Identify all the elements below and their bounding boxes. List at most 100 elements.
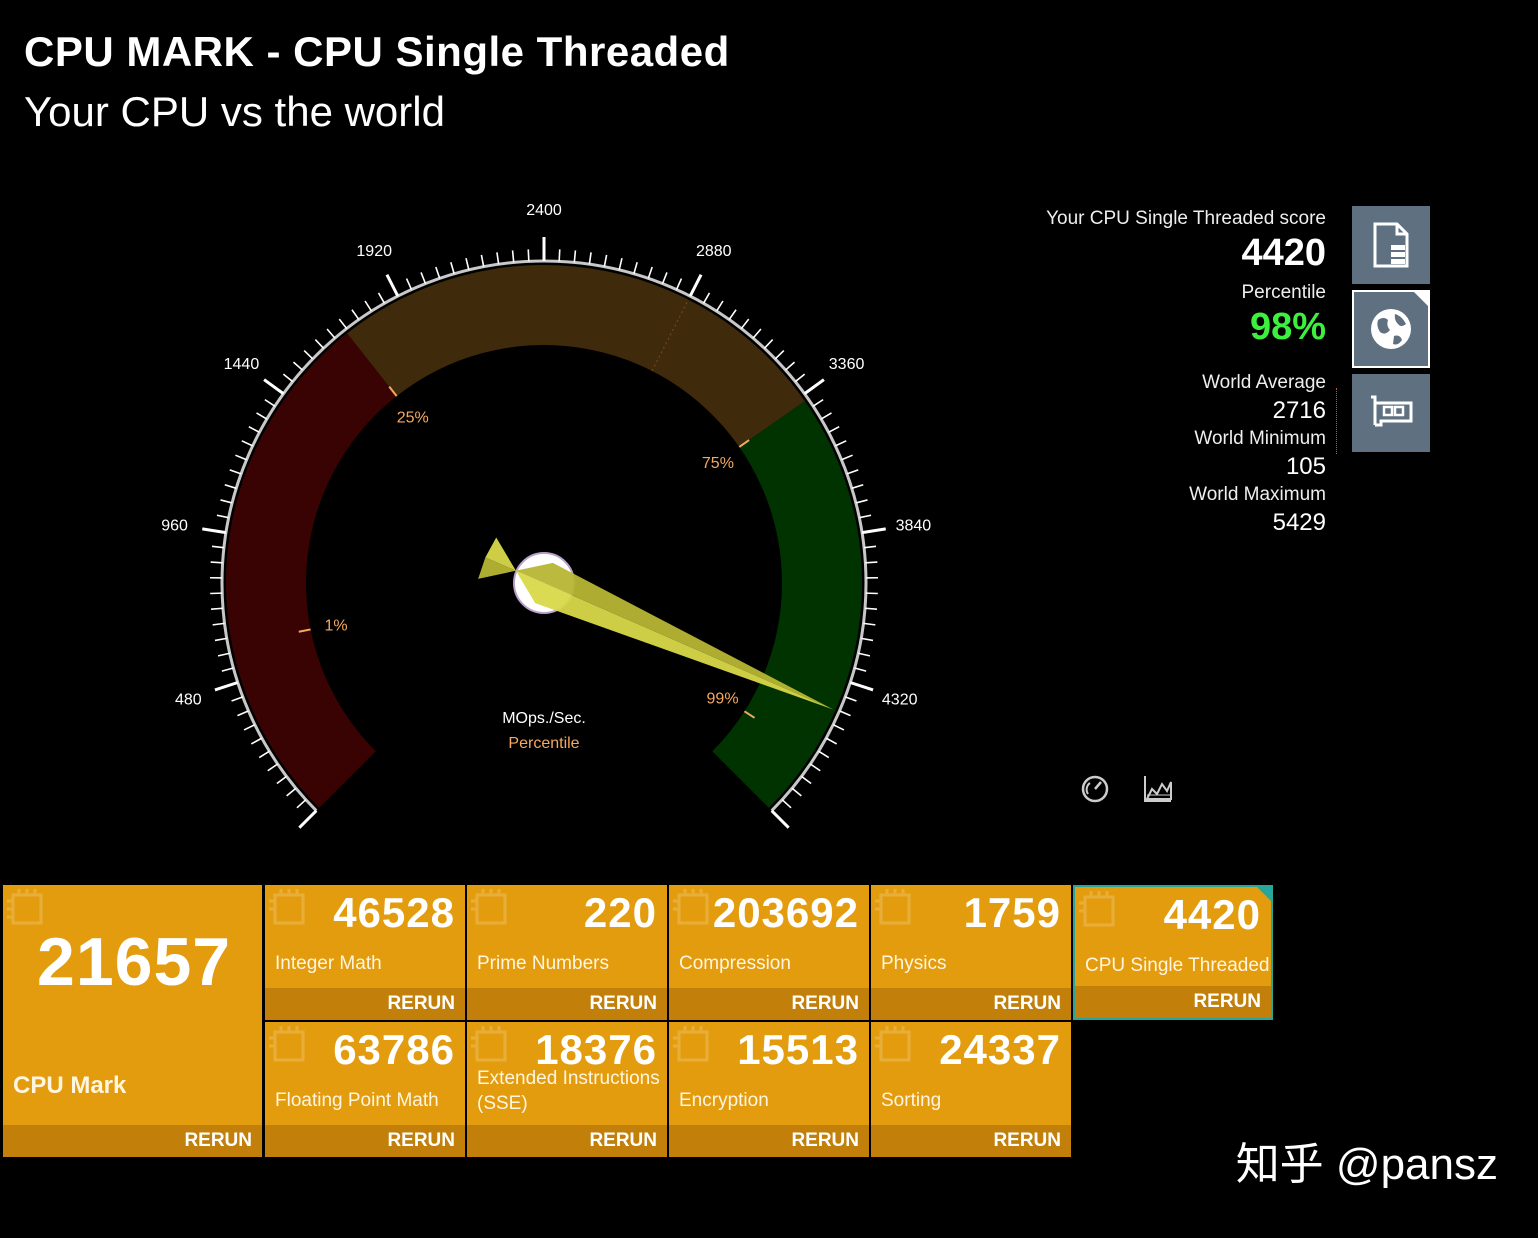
gauge-minor-tick [809,763,821,772]
gauge-minor-tick [292,361,303,371]
rerun-button[interactable]: RERUN [3,1125,262,1157]
gauge-major-tick [861,527,886,535]
chip-watermark-icon [1079,891,1115,927]
rerun-button[interactable]: RERUN [871,1125,1071,1157]
percentile-marker-label: 99% [707,690,739,707]
chip-watermark-icon [875,889,911,925]
gauge-major-tick [688,274,703,297]
rerun-button[interactable]: RERUN [669,988,869,1020]
gauge-minor-tick [296,799,307,809]
hardware-card-button[interactable] [1352,374,1430,452]
gauge-band-mid [347,264,805,447]
gauge-minor-tick [839,710,851,717]
percentile-marker-label: 75% [702,455,734,472]
gauge-minor-tick [861,637,874,642]
percentile-value: 98% [1249,306,1326,348]
gauge-minor-tick [851,484,864,490]
gauge-minor-tick [752,328,762,339]
gauge-minor-tick [241,440,253,447]
gauge-minor-tick [825,737,838,745]
gauge-minor-tick [258,750,270,759]
gauge-minor-tick [661,272,668,284]
rerun-button[interactable]: RERUN [871,988,1071,1020]
extended-instructions-tile[interactable]: 18376 Extended Instructions (SSE) RERUN [467,1022,667,1157]
cpu-mark-tile[interactable]: 21657 CPU Mark RERUN [3,885,262,1157]
document-chart-button[interactable] [1352,206,1430,284]
speedometer-button[interactable] [1080,774,1110,804]
percentile-marker [738,439,750,448]
page-title: CPU MARK - CPU Single Threaded [24,28,730,75]
gauge-minor-tick [715,300,724,312]
gauge-minor-tick [785,361,796,371]
sorting-tile[interactable]: 24337 Sorting RERUN [871,1022,1071,1157]
rerun-button[interactable]: RERUN [669,1125,869,1157]
gauge-minor-tick [527,249,530,262]
physics-tile[interactable]: 1759 Physics RERUN [871,885,1071,1020]
gauge-minor-tick [326,328,336,339]
tile-value: 15513 [737,1026,859,1073]
gauge-minor-tick [420,272,427,284]
tile-value: 1759 [963,889,1061,936]
gauge-minor-tick [781,799,792,809]
rerun-button[interactable]: RERUN [467,988,667,1020]
score-gauge: 0480960144019202400288033603840432048001… [161,202,931,829]
tile-value: 46528 [333,889,455,936]
chip-watermark-icon [673,1026,709,1062]
globe-icon [1371,309,1411,349]
world-average-value: 2716 [1272,397,1326,424]
gauge-minor-tick [740,318,750,330]
percentile-label: Percentile [1241,282,1327,303]
gauge-scale-label: 1440 [224,356,260,373]
rerun-button[interactable]: RERUN [265,988,465,1020]
gauge-percentile-label: Percentile [508,735,579,752]
gauge-major-tick [263,378,285,395]
rerun-button[interactable]: RERUN [467,1125,667,1157]
gauge-minor-tick [864,607,878,611]
gauge-minor-tick [702,292,711,304]
globe-button[interactable] [1352,290,1430,368]
cpu-single-threaded-tile[interactable]: 4420 CPU Single Threaded RERUN [1073,885,1273,1020]
rerun-button[interactable]: RERUN [1075,986,1271,1018]
rerun-button[interactable]: RERUN [265,1125,465,1157]
percentile-marker [298,628,311,633]
gauge-minor-tick [774,349,785,360]
gauge-minor-tick [835,440,847,447]
gauge-minor-tick [267,763,279,772]
gauge-minor-tick [480,254,485,267]
gauge-minor-tick [794,373,806,383]
integer-math-tile[interactable]: 46528 Integer Math RERUN [265,885,465,1020]
gauge-minor-tick [276,775,287,785]
area-chart-icon [1144,776,1172,802]
gauge-unit-label: MOps./Sec. [502,710,586,727]
gauge-minor-tick [250,737,263,745]
gauge-minor-tick [863,622,876,626]
gauge-minor-tick [229,469,242,475]
floating-point-math-tile[interactable]: 63786 Floating Point Math RERUN [265,1022,465,1157]
page-subtitle: Your CPU vs the world [24,88,445,135]
gauge-major-tick [849,681,874,692]
prime-numbers-tile[interactable]: 220 Prime Numbers RERUN [467,885,667,1020]
gauge-minor-tick [211,545,225,549]
gauge-scale-label: 3360 [829,356,865,373]
encryption-tile[interactable]: 15513 Encryption RERUN [669,1022,869,1157]
tile-label: Compression [679,953,791,974]
gauge-major-tick [803,378,825,395]
gauge-minor-tick [405,278,413,290]
percentile-marker-label: 1% [325,617,348,634]
divider [1336,388,1337,454]
gauge-minor-tick [841,454,853,461]
gauge-minor-tick [210,607,224,611]
gauge-band-low [226,333,397,808]
gauge-minor-tick [243,723,256,731]
gauge-major-tick [214,681,239,692]
gauge-minor-tick [220,499,233,504]
area-chart-button[interactable] [1143,774,1173,804]
gauge-minor-tick [558,249,561,262]
compression-tile[interactable]: 203692 Compression RERUN [669,885,869,1020]
gauge-minor-tick [338,318,348,330]
gauge-scale-label: 480 [175,692,202,709]
speedometer-icon [1081,775,1109,803]
gauge-minor-tick [728,309,737,321]
gauge-minor-tick [844,696,857,702]
tile-value: 63786 [333,1026,455,1073]
